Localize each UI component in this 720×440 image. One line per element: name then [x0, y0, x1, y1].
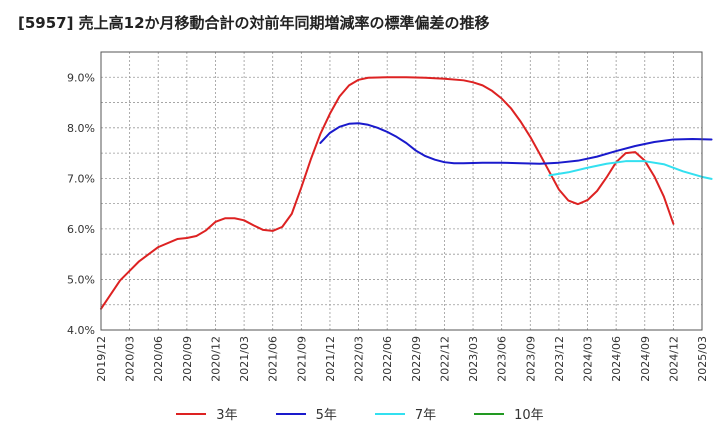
legend-swatch	[374, 412, 405, 415]
y-tick-label: 8.0%	[67, 122, 95, 135]
x-tick-label: 2022/12	[438, 336, 451, 382]
legend-label: 10年	[514, 408, 544, 423]
y-tick-label: 4.0%	[67, 324, 95, 337]
legend-swatch	[474, 412, 505, 415]
y-tick-label: 7.0%	[67, 172, 95, 185]
legend-item: 3年	[176, 404, 238, 423]
y-tick-label: 5.0%	[67, 273, 95, 286]
legend: 3年 5年 7年 10年	[0, 404, 720, 423]
x-tick-label: 2023/03	[467, 336, 480, 382]
legend-label: 5年	[315, 408, 337, 423]
x-tick-label: 2024/06	[610, 336, 623, 382]
x-tick-label: 2021/06	[267, 336, 280, 382]
x-tick-label: 2025/03	[696, 336, 709, 382]
series-line-7年	[548, 160, 713, 180]
x-tick-label: 2023/12	[553, 336, 566, 382]
x-tick-label: 2022/09	[410, 336, 423, 382]
x-tick-label: 2020/06	[152, 336, 165, 382]
legend-label: 7年	[414, 408, 437, 423]
legend-item: 10年	[474, 404, 544, 423]
x-tick-label: 2021/12	[324, 336, 337, 382]
x-tick-label: 2023/06	[496, 336, 509, 382]
x-tick-label: 2024/12	[667, 336, 680, 382]
legend-item: 7年	[374, 404, 437, 423]
x-tick-label: 2022/03	[353, 336, 366, 382]
legend-label: 3年	[216, 408, 238, 423]
y-tick-label: 9.0%	[67, 71, 95, 84]
y-axis: 4.0% 5.0% 6.0% 7.0% 8.0% 9.0%	[67, 71, 95, 337]
x-tick-label: 2019/12	[95, 336, 108, 382]
x-tick-label: 2024/09	[639, 336, 652, 382]
x-tick-label: 2023/09	[524, 336, 537, 382]
x-tick-label: 2021/03	[238, 336, 251, 382]
legend-item: 5年	[275, 404, 337, 423]
x-tick-label: 2020/09	[181, 336, 194, 382]
x-tick-label: 2021/09	[295, 336, 308, 382]
x-tick-label: 2022/06	[381, 336, 394, 382]
legend-swatch	[176, 412, 207, 415]
x-tick-label: 2020/12	[209, 336, 222, 382]
legend-swatch	[275, 412, 306, 415]
series-line-3年	[100, 76, 675, 310]
series-line-5年	[319, 122, 713, 165]
x-tick-label: 2024/03	[582, 336, 595, 382]
series-layer	[100, 76, 713, 310]
x-axis: 2019/12 2020/03 2020/06 2020/09 2020/12 2021/…	[95, 336, 709, 382]
chart-title: [5957] 売上高12か月移動合計の対前年同期増減率の標準偏差の推移	[18, 14, 490, 32]
plot-area	[101, 52, 702, 330]
y-tick-label: 6.0%	[67, 223, 95, 236]
plot-frame	[100, 51, 703, 331]
x-tick-label: 2020/03	[124, 336, 137, 382]
